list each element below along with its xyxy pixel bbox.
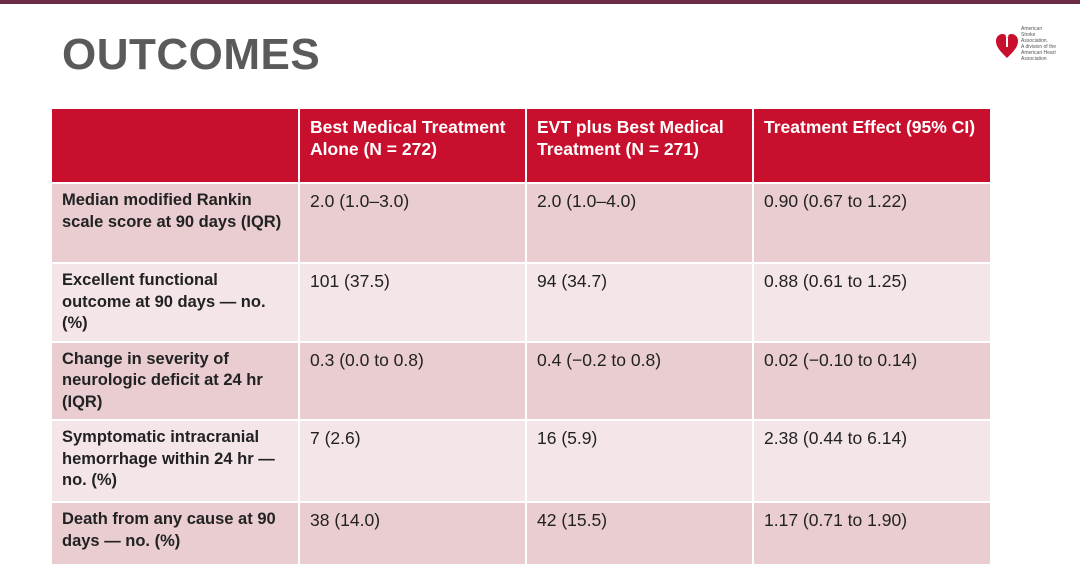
outcomes-table-container: Best Medical Treatment Alone (N = 272) E… [50,107,992,566]
table-cell: 0.3 (0.0 to 0.8) [298,340,527,421]
table-cell: 7 (2.6) [298,419,527,503]
logo-text: American Stroke Association. A division … [1021,26,1057,62]
table-cell: 0.90 (0.67 to 1.22) [752,182,992,264]
table-row: Death from any cause at 90 days — no. (%… [50,501,992,566]
row-label: Change in severity of neurologic deficit… [50,340,300,421]
row-label: Excellent functional outcome at 90 days … [50,262,300,343]
header-cell-treatment-effect: Treatment Effect (95% CI) [752,107,992,184]
table-row: Median modified Rankin scale score at 90… [50,182,992,264]
table-cell: 101 (37.5) [298,262,527,343]
header-cell-best-medical: Best Medical Treatment Alone (N = 272) [298,107,527,184]
top-accent-bar [0,0,1080,4]
header-cell-evt: EVT plus Best Medical Treatment (N = 271… [525,107,754,184]
table-cell: 16 (5.9) [525,419,754,503]
row-label: Death from any cause at 90 days — no. (%… [50,501,300,566]
table-cell: 38 (14.0) [298,501,527,566]
heart-torch-icon [996,32,1018,58]
row-label: Symptomatic intracranial hemorrhage with… [50,419,300,503]
table-cell: 2.38 (0.44 to 6.14) [752,419,992,503]
slide-title: OUTCOMES [62,30,321,79]
outcomes-table: Best Medical Treatment Alone (N = 272) E… [50,107,992,566]
table-cell: 0.4 (−0.2 to 0.8) [525,340,754,421]
table-row: Symptomatic intracranial hemorrhage with… [50,419,992,503]
table-cell: 0.88 (0.61 to 1.25) [752,262,992,343]
table-cell: 42 (15.5) [525,501,754,566]
table-cell: 1.17 (0.71 to 1.90) [752,501,992,566]
table-row: Change in severity of neurologic deficit… [50,340,992,421]
table-header-row: Best Medical Treatment Alone (N = 272) E… [50,107,992,184]
table-cell: 2.0 (1.0–4.0) [525,182,754,264]
table-cell: 94 (34.7) [525,262,754,343]
table-cell: 2.0 (1.0–3.0) [298,182,527,264]
table-cell: 0.02 (−0.10 to 0.14) [752,340,992,421]
table-row: Excellent functional outcome at 90 days … [50,262,992,343]
header-cell-empty [50,107,300,184]
american-stroke-association-logo: American Stroke Association. A division … [996,26,1068,62]
row-label: Median modified Rankin scale score at 90… [50,182,300,264]
